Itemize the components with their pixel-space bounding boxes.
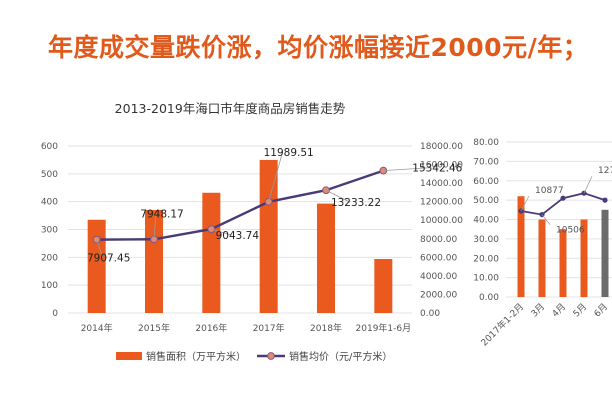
y-left-tick: 20.00	[473, 254, 499, 264]
y-right-tick: 4000.00	[420, 272, 457, 282]
data-label: 9043.74	[216, 230, 260, 242]
y-left-tick: 100	[41, 281, 58, 291]
legend-label: 销售面积（万平方米）	[146, 350, 246, 363]
y-right-tick: 10000.00	[420, 216, 463, 226]
data-label: 12715	[598, 166, 612, 176]
y-right-tick: 6000.00	[420, 253, 457, 263]
y-right-tick: 16000.00	[420, 161, 463, 171]
y-left-tick: 30.00	[473, 235, 499, 245]
y-right-tick: 14000.00	[420, 179, 463, 189]
y-left-tick: 300	[41, 226, 58, 236]
y-left-tick: 600	[41, 142, 58, 152]
y-left-tick: 70.00	[473, 157, 499, 167]
y-left-tick: 0	[52, 309, 58, 319]
x-tick-label: 2015年	[138, 322, 170, 334]
legend-line-marker	[267, 352, 275, 360]
y-right-tick: 2000.00	[420, 290, 457, 300]
bar	[580, 219, 588, 297]
x-tick-label: 2018年	[310, 322, 342, 334]
x-tick-label: 6月	[592, 301, 610, 319]
y-left-tick: 200	[41, 253, 58, 263]
y-left-tick: 0.00	[479, 293, 499, 303]
y-left-tick: 50.00	[473, 196, 499, 206]
y-right-tick: 12000.00	[420, 198, 463, 208]
label-leader	[541, 214, 551, 225]
x-tick-label: 2017年	[253, 322, 285, 334]
line-point	[560, 195, 566, 201]
data-label: 7907.45	[87, 253, 130, 265]
bar	[317, 203, 335, 313]
label-leader	[383, 167, 432, 172]
data-label: 7948.17	[140, 208, 183, 220]
bar	[601, 209, 609, 297]
chart-title: 2013-2019年海口市年度商品房销售走势	[114, 101, 346, 116]
main-chart: 01002003004005006000.002000.004000.00600…	[41, 142, 463, 363]
x-tick-label: 4月	[550, 301, 568, 319]
y-left-tick: 400	[41, 198, 58, 208]
legend-bar-swatch	[116, 352, 142, 360]
data-label: 13233.22	[331, 197, 381, 209]
label-leader	[520, 195, 530, 212]
legend-label: 销售均价（元/平方米）	[289, 350, 392, 363]
label-leader	[268, 151, 284, 202]
x-tick-label: 5月	[571, 301, 589, 319]
x-tick-label: 2019年1-6月	[356, 322, 412, 334]
y-right-tick: 8000.00	[420, 235, 457, 245]
data-label: 10877	[535, 186, 564, 196]
x-tick-label: 3月	[529, 301, 547, 319]
x-tick-label: 2014年	[81, 322, 113, 334]
y-right-tick: 18000.00	[420, 142, 463, 152]
bar	[559, 229, 567, 297]
label-leader	[96, 239, 104, 258]
bar	[538, 219, 546, 297]
line-point	[602, 197, 608, 203]
y-left-tick: 500	[41, 170, 58, 180]
x-tick-label: 2016年	[195, 322, 227, 334]
y-left-tick: 60.00	[473, 177, 499, 187]
data-label: 11989.51	[264, 147, 314, 159]
page-headline: 年度成交量跌价涨，均价涨幅接近2000元/年；	[48, 33, 589, 62]
y-right-tick: 0.00	[420, 309, 440, 319]
price-line	[96, 169, 384, 241]
bar	[145, 210, 163, 313]
bar	[87, 219, 106, 313]
y-left-tick: 40.00	[473, 216, 499, 226]
data-label: 15342.46	[412, 163, 462, 175]
label-leader	[325, 189, 351, 203]
bar	[259, 159, 278, 313]
bar	[202, 192, 221, 313]
data-label: 10506	[556, 226, 585, 236]
y-left-tick: 10.00	[473, 274, 499, 284]
label-leader	[211, 228, 232, 236]
bar	[374, 259, 393, 313]
side-chart: 0.00 10.00 20.00 30.00 40.00 50.00 60.00 70.00 8…	[473, 138, 612, 348]
label-leader	[153, 213, 157, 240]
line-point	[264, 197, 273, 206]
bar	[517, 196, 525, 297]
label-leader	[583, 176, 593, 194]
x-tick-label: 2017年1-2月	[478, 301, 526, 349]
y-left-tick: 80.00	[473, 138, 499, 148]
